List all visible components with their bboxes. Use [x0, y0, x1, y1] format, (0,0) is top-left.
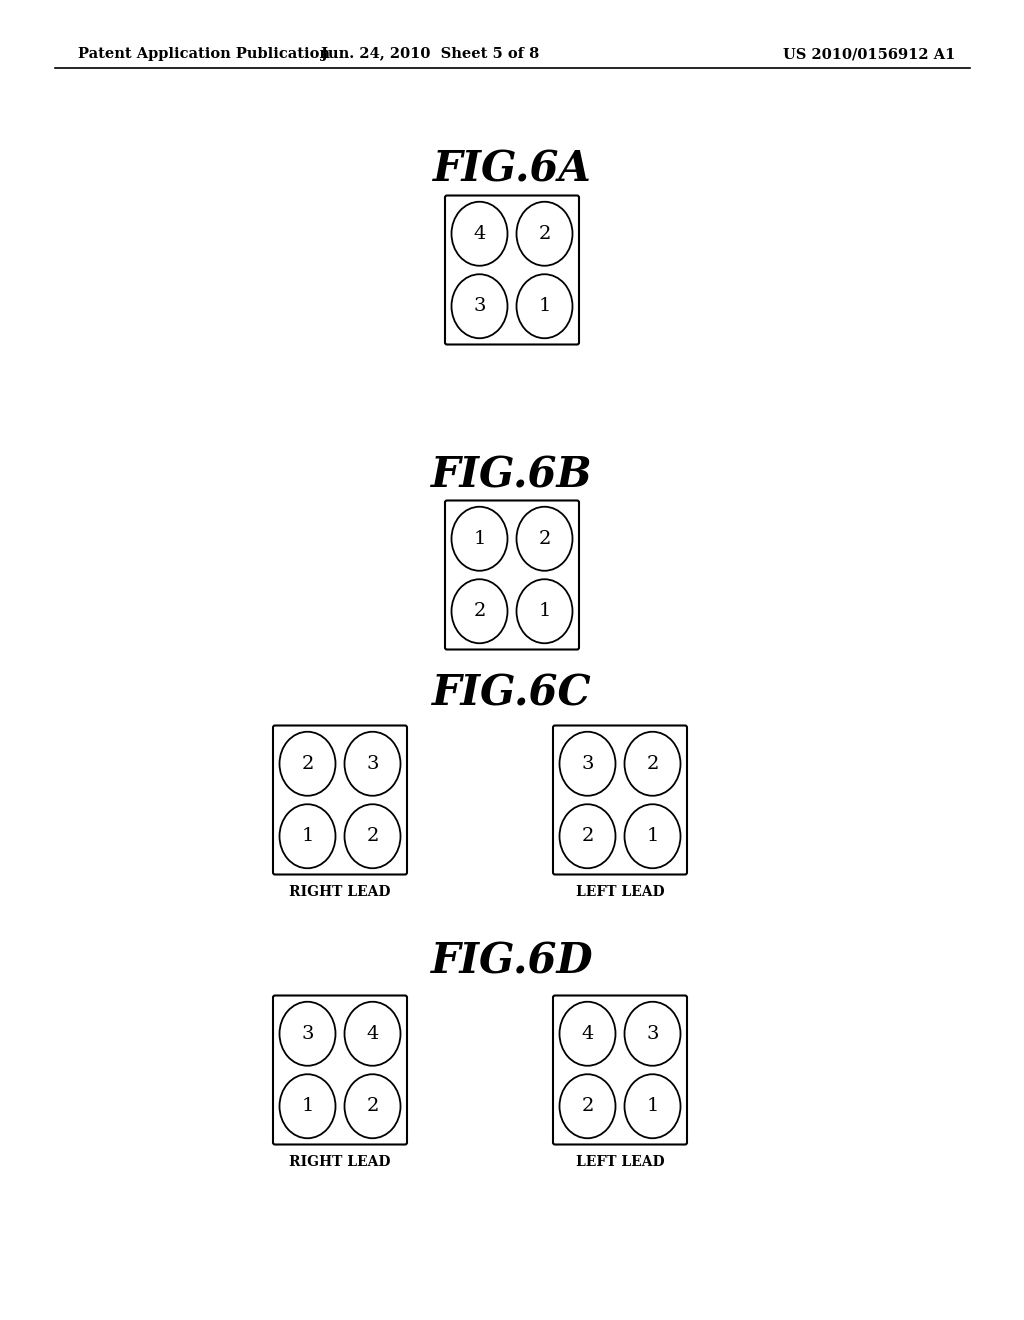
Text: FIG.6B: FIG.6B: [431, 455, 593, 498]
Text: 4: 4: [473, 224, 485, 243]
FancyBboxPatch shape: [273, 726, 407, 874]
Ellipse shape: [344, 1002, 400, 1065]
Ellipse shape: [559, 1074, 615, 1138]
Text: FIG.6D: FIG.6D: [431, 940, 593, 982]
Ellipse shape: [625, 1074, 681, 1138]
Ellipse shape: [452, 275, 508, 338]
Ellipse shape: [452, 202, 508, 265]
FancyBboxPatch shape: [445, 195, 579, 345]
Text: 1: 1: [301, 828, 313, 845]
Ellipse shape: [516, 202, 572, 265]
Ellipse shape: [559, 1002, 615, 1065]
Ellipse shape: [280, 1002, 336, 1065]
Text: 3: 3: [367, 755, 379, 772]
Text: 2: 2: [582, 1097, 594, 1115]
Text: 1: 1: [646, 828, 658, 845]
FancyBboxPatch shape: [553, 995, 687, 1144]
Text: 3: 3: [301, 1024, 313, 1043]
Text: RIGHT LEAD: RIGHT LEAD: [289, 884, 391, 899]
Text: 1: 1: [539, 602, 551, 620]
Text: RIGHT LEAD: RIGHT LEAD: [289, 1155, 391, 1170]
Ellipse shape: [516, 579, 572, 643]
Text: US 2010/0156912 A1: US 2010/0156912 A1: [782, 48, 955, 61]
Text: 1: 1: [473, 529, 485, 548]
Ellipse shape: [559, 731, 615, 796]
Ellipse shape: [452, 507, 508, 570]
Text: 3: 3: [582, 755, 594, 772]
Ellipse shape: [516, 507, 572, 570]
Text: 4: 4: [367, 1024, 379, 1043]
Text: Patent Application Publication: Patent Application Publication: [78, 48, 330, 61]
FancyBboxPatch shape: [553, 726, 687, 874]
Ellipse shape: [344, 804, 400, 869]
Text: 1: 1: [539, 297, 551, 315]
Ellipse shape: [625, 731, 681, 796]
FancyBboxPatch shape: [273, 995, 407, 1144]
Text: LEFT LEAD: LEFT LEAD: [575, 1155, 665, 1170]
Text: 2: 2: [367, 828, 379, 845]
Text: 3: 3: [473, 297, 485, 315]
Text: 4: 4: [582, 1024, 594, 1043]
Ellipse shape: [280, 1074, 336, 1138]
Text: 1: 1: [646, 1097, 658, 1115]
Text: 2: 2: [473, 602, 485, 620]
Ellipse shape: [344, 1074, 400, 1138]
Text: 2: 2: [367, 1097, 379, 1115]
Text: 2: 2: [582, 828, 594, 845]
Ellipse shape: [516, 275, 572, 338]
Ellipse shape: [280, 731, 336, 796]
Ellipse shape: [625, 1002, 681, 1065]
Ellipse shape: [559, 804, 615, 869]
Ellipse shape: [452, 579, 508, 643]
Text: 2: 2: [539, 529, 551, 548]
Text: 2: 2: [646, 755, 658, 772]
Text: 3: 3: [646, 1024, 658, 1043]
Text: 2: 2: [539, 224, 551, 243]
Ellipse shape: [344, 731, 400, 796]
Text: LEFT LEAD: LEFT LEAD: [575, 884, 665, 899]
Ellipse shape: [280, 804, 336, 869]
Text: 1: 1: [301, 1097, 313, 1115]
FancyBboxPatch shape: [445, 500, 579, 649]
Text: Jun. 24, 2010  Sheet 5 of 8: Jun. 24, 2010 Sheet 5 of 8: [321, 48, 539, 61]
Text: FIG.6C: FIG.6C: [432, 672, 592, 714]
Ellipse shape: [625, 804, 681, 869]
Text: FIG.6A: FIG.6A: [432, 148, 592, 190]
Text: 2: 2: [301, 755, 313, 772]
